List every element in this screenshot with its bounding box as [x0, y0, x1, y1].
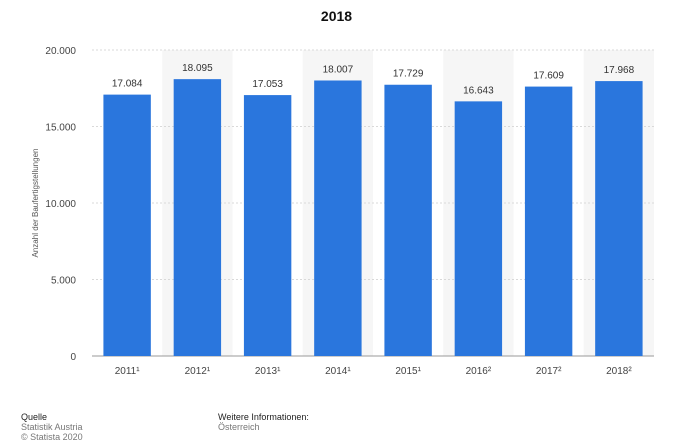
x-tick-label: 2015¹	[395, 366, 421, 377]
x-tick-label: 2018²	[606, 366, 632, 377]
bar	[524, 86, 573, 356]
data-label: 16.643	[463, 85, 494, 96]
bar	[454, 101, 503, 357]
info-block: Weitere Informationen: Österreich	[218, 412, 309, 432]
x-tick-label: 2016²	[466, 366, 492, 377]
y-axis-label: Anzahl der Baufertigstellungen	[31, 149, 40, 258]
y-tick-label: 15.000	[45, 123, 76, 134]
source-heading: Quelle	[21, 412, 48, 422]
data-label: 18.007	[323, 64, 354, 75]
bar-chart: 0 5.000 10.000 15.000 20.000 17.084 2011¹ 18.09…	[31, 46, 654, 377]
bar	[595, 81, 643, 356]
x-tick-label: 2011¹	[115, 366, 141, 377]
source-line-1: Statistik Austria	[21, 422, 83, 432]
x-tick-label: 2014¹	[325, 366, 351, 377]
y-tick-label: 0	[70, 352, 76, 363]
source-line-2: © Statista 2020	[21, 432, 83, 442]
bar	[173, 79, 222, 357]
bar	[384, 84, 432, 356]
data-label: 17.729	[393, 69, 424, 80]
bar	[314, 80, 362, 357]
data-label: 17.968	[604, 65, 635, 76]
data-label: 17.084	[112, 79, 143, 90]
data-label: 18.095	[182, 63, 213, 74]
info-heading: Weitere Informationen:	[218, 412, 309, 422]
info-line-1: Österreich	[218, 422, 260, 432]
x-tick-label: 2017²	[536, 366, 562, 377]
data-label: 17.053	[252, 79, 283, 90]
y-tick-label: 5.000	[51, 276, 76, 287]
bar	[103, 94, 151, 356]
x-tick-label: 2012¹	[185, 366, 211, 377]
bar	[243, 95, 292, 356]
y-tick-label: 20.000	[45, 46, 76, 57]
x-tick-label: 2013¹	[255, 366, 281, 377]
y-tick-label: 10.000	[45, 199, 76, 210]
data-label: 17.609	[533, 71, 564, 82]
chart-title: 2018	[320, 8, 353, 24]
source-block: Quelle Statistik Austria © Statista 2020	[21, 412, 83, 442]
